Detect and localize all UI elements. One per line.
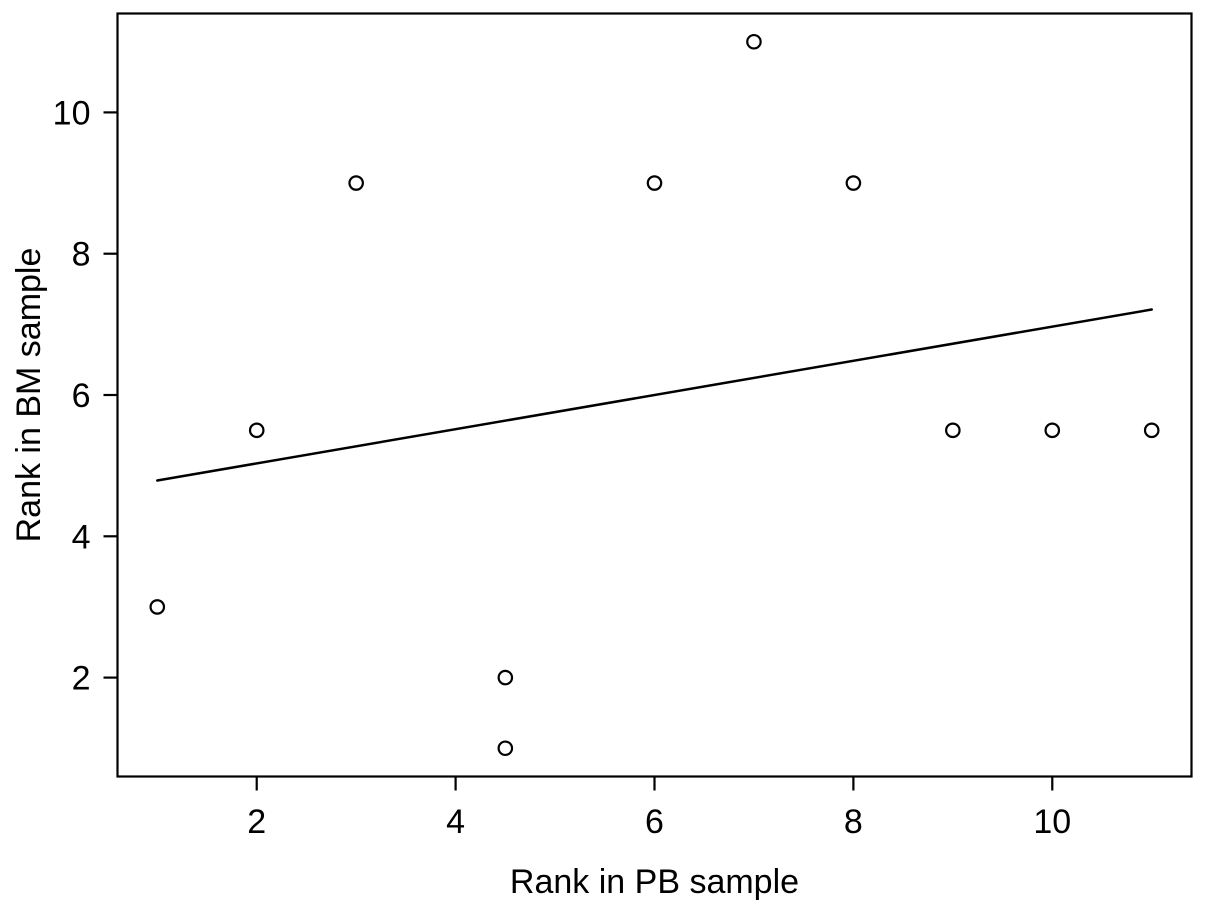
x-tick-label: 6 [645,803,664,841]
data-point [746,33,762,50]
y-axis-ticks: 2 4 6 8 10 [53,94,118,698]
fit-line-group [156,308,1153,482]
data-point [248,422,265,439]
x-axis-label: Rank in PB sample [510,863,799,901]
data-point [845,175,862,191]
data-point [497,669,514,686]
x-tick-label: 10 [1033,803,1071,841]
data-point [646,175,663,191]
y-tick-label: 6 [72,377,91,415]
y-tick-label: 4 [72,518,91,556]
y-tick-label: 10 [53,94,91,132]
y-tick-label: 2 [72,660,91,698]
data-point [1044,422,1061,439]
data-point [348,175,364,191]
data-point [945,422,961,439]
y-tick-label: 8 [72,236,91,274]
data-point [497,740,514,757]
y-axis-label: Rank in BM sample [10,248,48,543]
x-tick-label: 2 [247,803,266,841]
x-tick-label: 8 [844,803,863,841]
data-point [1143,422,1160,439]
x-tick-label: 4 [446,803,465,841]
data-point [149,599,166,615]
x-axis-ticks: 2 4 6 8 10 [247,776,1071,841]
fit-line [156,308,1153,482]
data-points [149,33,1160,757]
